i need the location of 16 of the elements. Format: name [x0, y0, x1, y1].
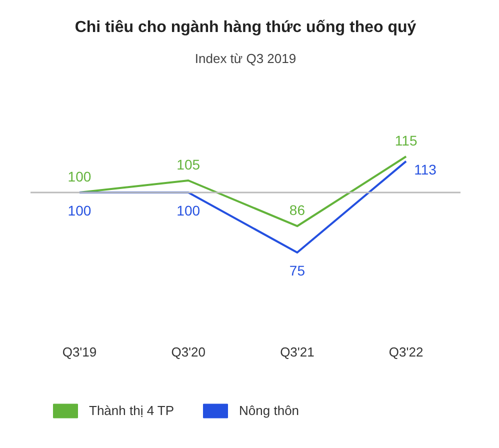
data-label: 105: [176, 156, 200, 172]
data-label: 100: [68, 168, 92, 184]
data-label: 86: [289, 202, 306, 218]
x-tick-label: Q3'21: [280, 344, 314, 360]
data-label: 115: [394, 132, 418, 148]
data-label: 75: [289, 262, 306, 278]
x-tick-label: Q3'19: [62, 344, 97, 360]
data-label: 100: [68, 202, 92, 218]
data-label: 100: [176, 202, 200, 218]
legend-label: Thành thị 4 TP: [89, 403, 174, 418]
chart-title: Chi tiêu cho ngành hàng thức uống theo quý: [74, 19, 416, 36]
data-label: 113: [414, 161, 437, 178]
legend-label: Nông thôn: [239, 403, 300, 418]
x-tick-label: Q3'22: [388, 344, 424, 360]
chart-subtitle: Index từ Q3 2019: [194, 51, 296, 66]
x-tick-label: Q3'20: [171, 344, 206, 360]
